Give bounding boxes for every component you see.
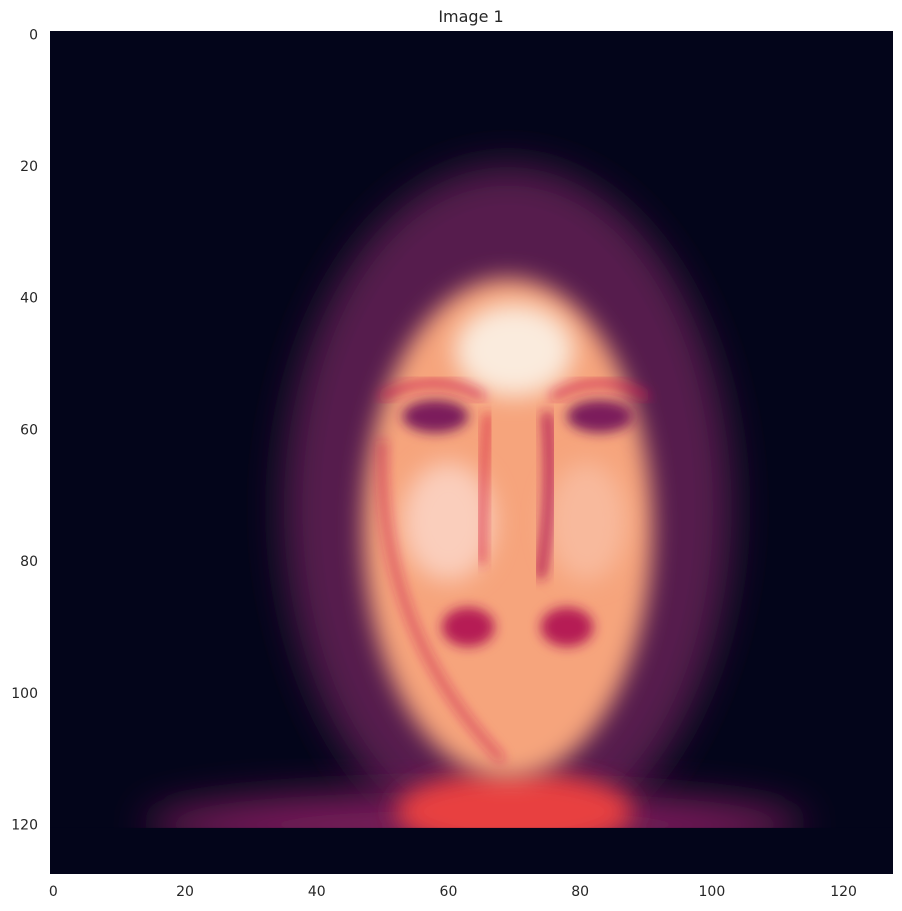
feature-mouth-left <box>441 607 495 647</box>
feature-right-cheek <box>547 462 627 581</box>
image-features <box>50 166 893 874</box>
y-tick-label: 40 <box>20 291 38 307</box>
left-brow <box>379 380 485 400</box>
y-tick-label: 20 <box>20 159 38 175</box>
x-tick-label: 80 <box>571 884 589 900</box>
feature-left-cheek <box>402 462 495 581</box>
x-tick-label: 100 <box>699 884 726 900</box>
chart-title: Image 1 <box>438 7 503 26</box>
y-tick-label: 60 <box>20 422 38 438</box>
x-tick-label: 120 <box>830 884 857 900</box>
nose-shadow-left <box>477 412 492 565</box>
feature-forehead-highlight <box>455 304 574 397</box>
y-tick-label: 0 <box>29 27 38 43</box>
x-axis: 0 20 40 60 80 100 120 <box>49 884 857 900</box>
x-tick-label: 60 <box>440 884 458 900</box>
nose-shadow-right <box>535 411 555 580</box>
y-axis: 0 20 40 60 80 100 120 <box>11 27 38 833</box>
left-jaw-edge <box>379 440 504 762</box>
y-tick-label: 100 <box>11 686 38 702</box>
feature-right-eye <box>566 399 633 433</box>
feature-bottom-band <box>50 827 893 874</box>
feature-mouth-right <box>540 607 594 647</box>
feature-left-eye <box>402 399 469 433</box>
x-tick-label: 20 <box>176 884 194 900</box>
y-tick-label: 80 <box>20 554 38 570</box>
plot-area <box>50 31 893 874</box>
right-brow <box>550 380 650 400</box>
x-tick-label: 0 <box>49 884 58 900</box>
y-tick-label: 120 <box>11 818 38 834</box>
x-tick-label: 40 <box>308 884 326 900</box>
